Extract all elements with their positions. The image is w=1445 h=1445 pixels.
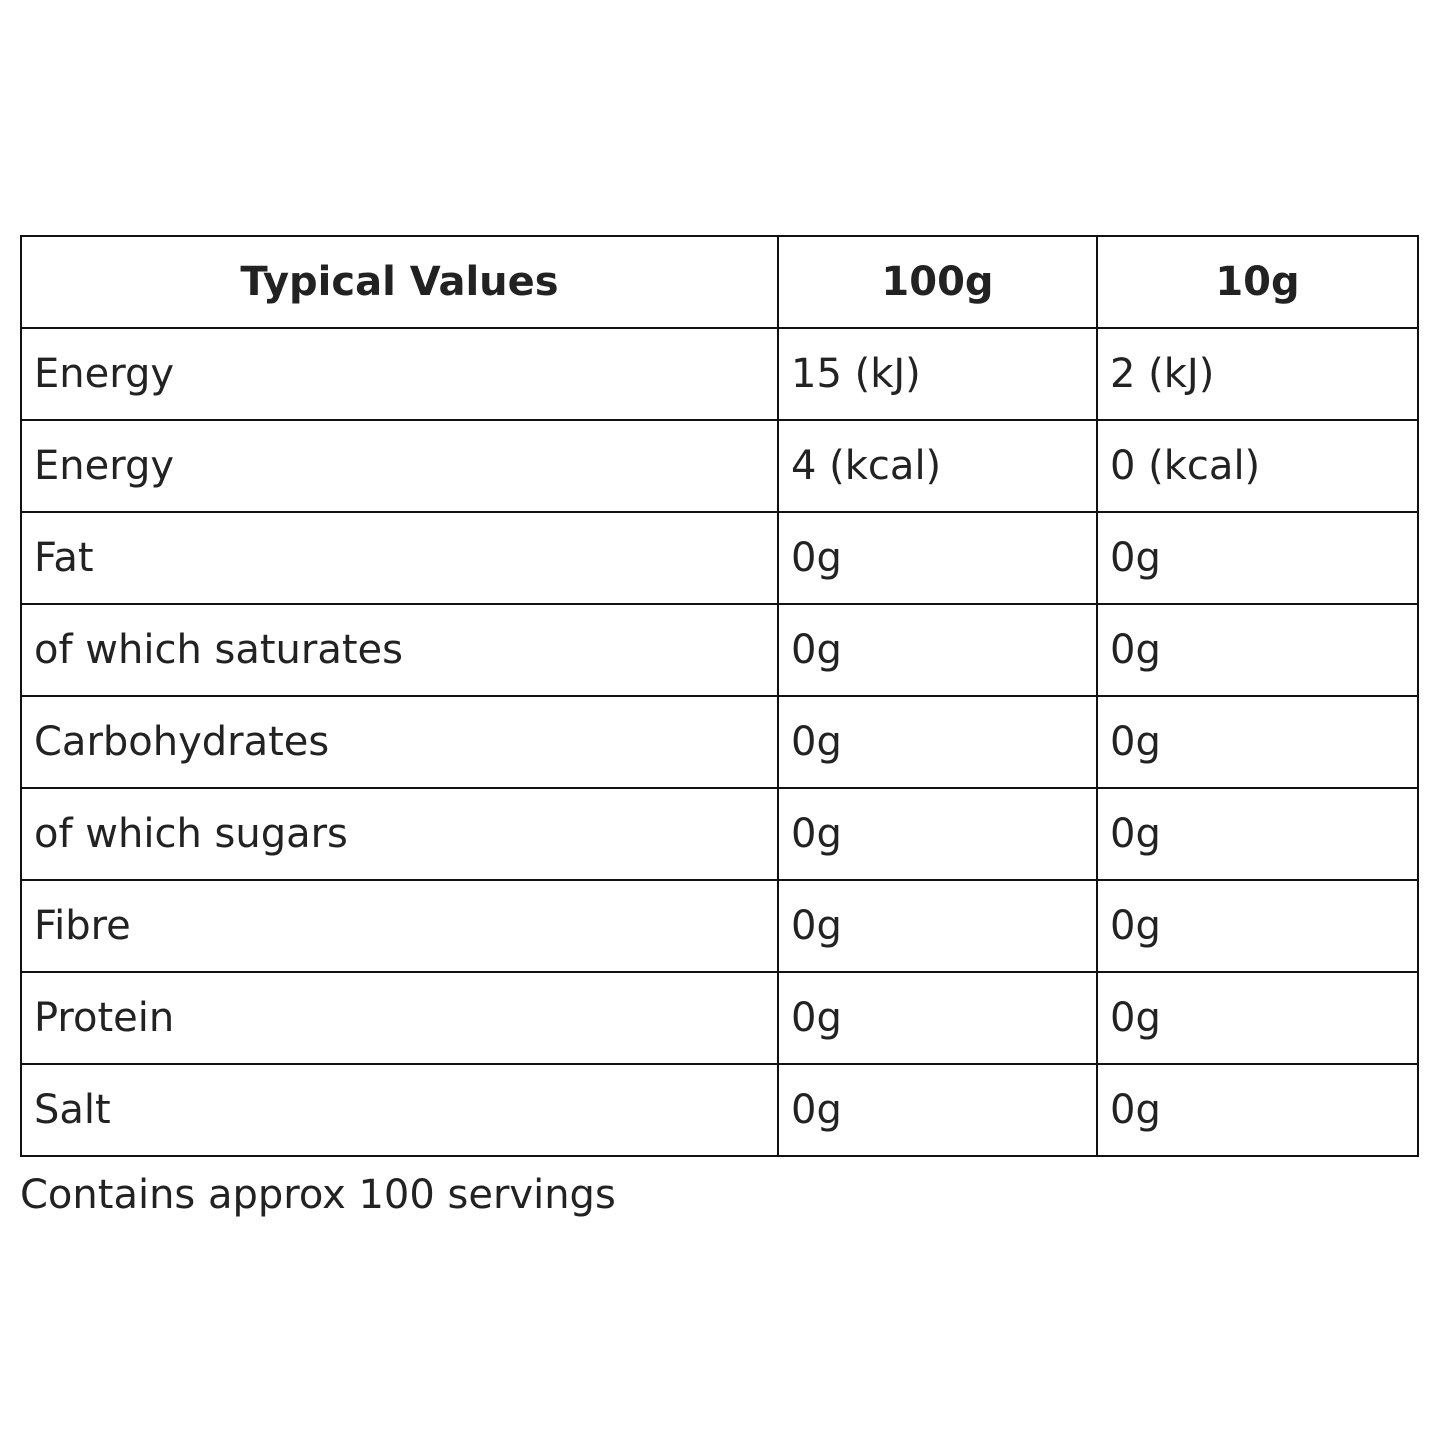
table-row: Energy 4 (kcal) 0 (kcal) — [20, 419, 1419, 513]
table-cell: 0g — [777, 1063, 1098, 1157]
table-row: Fat 0g 0g — [20, 511, 1419, 605]
table-cell: 0g — [777, 695, 1098, 789]
table-cell: of which sugars — [20, 787, 779, 881]
table-cell: 0g — [1096, 603, 1419, 697]
table-row: of which sugars 0g 0g — [20, 787, 1419, 881]
table-cell: Salt — [20, 1063, 779, 1157]
table-cell: 15 (kJ) — [777, 327, 1098, 421]
header-row: Typical Values 100g 10g — [20, 235, 1419, 329]
table-row: Energy 15 (kJ) 2 (kJ) — [20, 327, 1419, 421]
table-cell: Protein — [20, 971, 779, 1065]
table-cell: 0g — [777, 787, 1098, 881]
table-cell: 0g — [777, 879, 1098, 973]
table-cell: 4 (kcal) — [777, 419, 1098, 513]
table-body: Energy 15 (kJ) 2 (kJ) Energy 4 (kcal) 0 (kcal… — [20, 327, 1419, 1157]
table-cell: 0g — [1096, 787, 1419, 881]
header-cell: 100g — [777, 235, 1098, 329]
table-row: Protein 0g 0g — [20, 971, 1419, 1065]
table-cell: 0g — [1096, 511, 1419, 605]
table-cell: 0g — [777, 603, 1098, 697]
table-cell: Energy — [20, 419, 779, 513]
table-cell: 0g — [1096, 879, 1419, 973]
nutrition-table: Typical Values 100g 10g Energy 15 (kJ) 2 (kJ… — [20, 235, 1419, 1157]
table-cell: 0g — [1096, 695, 1419, 789]
table-row: of which saturates 0g 0g — [20, 603, 1419, 697]
table-row: Carbohydrates 0g 0g — [20, 695, 1419, 789]
servings-note: Contains approx 100 servings — [20, 1172, 616, 1218]
table-cell: 0g — [1096, 1063, 1419, 1157]
table-row: Salt 0g 0g — [20, 1063, 1419, 1157]
table-cell: 0g — [777, 511, 1098, 605]
table-cell: Carbohydrates — [20, 695, 779, 789]
table-row: Fibre 0g 0g — [20, 879, 1419, 973]
table-cell: 0 (kcal) — [1096, 419, 1419, 513]
table-cell: Energy — [20, 327, 779, 421]
table-cell: Fat — [20, 511, 779, 605]
table-cell: 0g — [777, 971, 1098, 1065]
table-cell: 2 (kJ) — [1096, 327, 1419, 421]
table-cell: Fibre — [20, 879, 779, 973]
table-cell: of which saturates — [20, 603, 779, 697]
header-cell: 10g — [1096, 235, 1419, 329]
header-cell: Typical Values — [20, 235, 779, 329]
table-cell: 0g — [1096, 971, 1419, 1065]
